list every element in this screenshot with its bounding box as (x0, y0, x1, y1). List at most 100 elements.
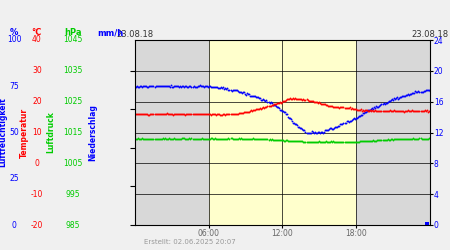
Point (237, 136, 244, 140)
Text: Luftfeuchtigkeit: Luftfeuchtigkeit (0, 98, 7, 168)
Point (171, 84, 179, 88)
Point (207, 112, 214, 116)
Point (167, 83, 175, 87)
Point (162, 112, 169, 116)
Point (200, 137, 207, 141)
Point (232, 137, 239, 141)
Point (266, 100, 273, 104)
Point (386, 108, 393, 112)
Point (226, 137, 233, 141)
Point (132, 112, 140, 116)
Point (141, 137, 148, 141)
Point (291, 97, 298, 101)
Point (136, 137, 144, 141)
Point (235, 136, 243, 140)
Point (249, 94, 256, 98)
Point (162, 137, 169, 141)
Point (269, 103, 276, 107)
Point (189, 112, 196, 116)
Point (252, 96, 260, 100)
Point (146, 137, 153, 141)
Point (182, 84, 189, 88)
Point (361, 139, 369, 143)
Point (410, 109, 417, 113)
Point (165, 136, 172, 140)
Point (394, 137, 401, 141)
Point (245, 110, 252, 114)
Point (294, 97, 301, 101)
Point (318, 130, 325, 134)
Point (339, 122, 346, 126)
Point (251, 94, 258, 98)
Point (194, 84, 201, 88)
Point (364, 109, 371, 113)
Point (227, 88, 234, 92)
Point (280, 138, 288, 142)
Point (357, 140, 364, 143)
Point (211, 85, 218, 89)
Point (154, 137, 161, 141)
Point (421, 89, 428, 93)
Point (421, 108, 428, 112)
Point (400, 137, 407, 141)
Point (204, 85, 212, 89)
Point (411, 137, 418, 141)
Point (375, 138, 382, 142)
Point (340, 140, 347, 144)
Point (385, 99, 392, 103)
Point (409, 136, 416, 140)
Point (426, 136, 433, 140)
Point (188, 112, 195, 116)
Point (346, 119, 353, 123)
Point (369, 108, 376, 112)
Point (411, 108, 418, 112)
Point (398, 137, 405, 141)
Point (132, 84, 140, 88)
Point (164, 112, 171, 116)
Point (249, 136, 256, 140)
Point (230, 112, 237, 116)
Point (258, 137, 265, 141)
Point (248, 94, 255, 98)
Point (191, 85, 198, 89)
Point (254, 107, 261, 111)
Point (181, 112, 188, 116)
Point (199, 137, 207, 141)
Point (215, 86, 222, 90)
Point (207, 136, 214, 140)
Point (160, 136, 167, 140)
Point (242, 93, 249, 97)
Point (218, 113, 225, 117)
Point (240, 90, 248, 94)
Point (255, 107, 262, 111)
Point (422, 136, 429, 140)
Point (227, 136, 234, 140)
Point (144, 136, 151, 140)
Point (388, 109, 396, 113)
Point (312, 100, 319, 104)
Point (292, 122, 300, 126)
Point (291, 121, 298, 125)
Point (315, 139, 323, 143)
Point (376, 138, 383, 142)
Point (166, 85, 174, 89)
Text: 1015: 1015 (63, 128, 82, 137)
Point (328, 104, 335, 108)
Point (171, 136, 178, 140)
Point (188, 136, 195, 140)
Point (165, 84, 172, 88)
Point (264, 137, 271, 141)
Point (202, 84, 209, 88)
Point (410, 91, 417, 95)
Point (322, 139, 329, 143)
Point (143, 112, 150, 116)
Point (373, 138, 380, 142)
Point (234, 89, 241, 93)
Point (336, 124, 343, 128)
Point (390, 108, 397, 112)
Point (367, 108, 374, 112)
Point (164, 84, 171, 88)
Point (235, 112, 243, 116)
Point (143, 137, 150, 141)
Point (176, 85, 183, 89)
